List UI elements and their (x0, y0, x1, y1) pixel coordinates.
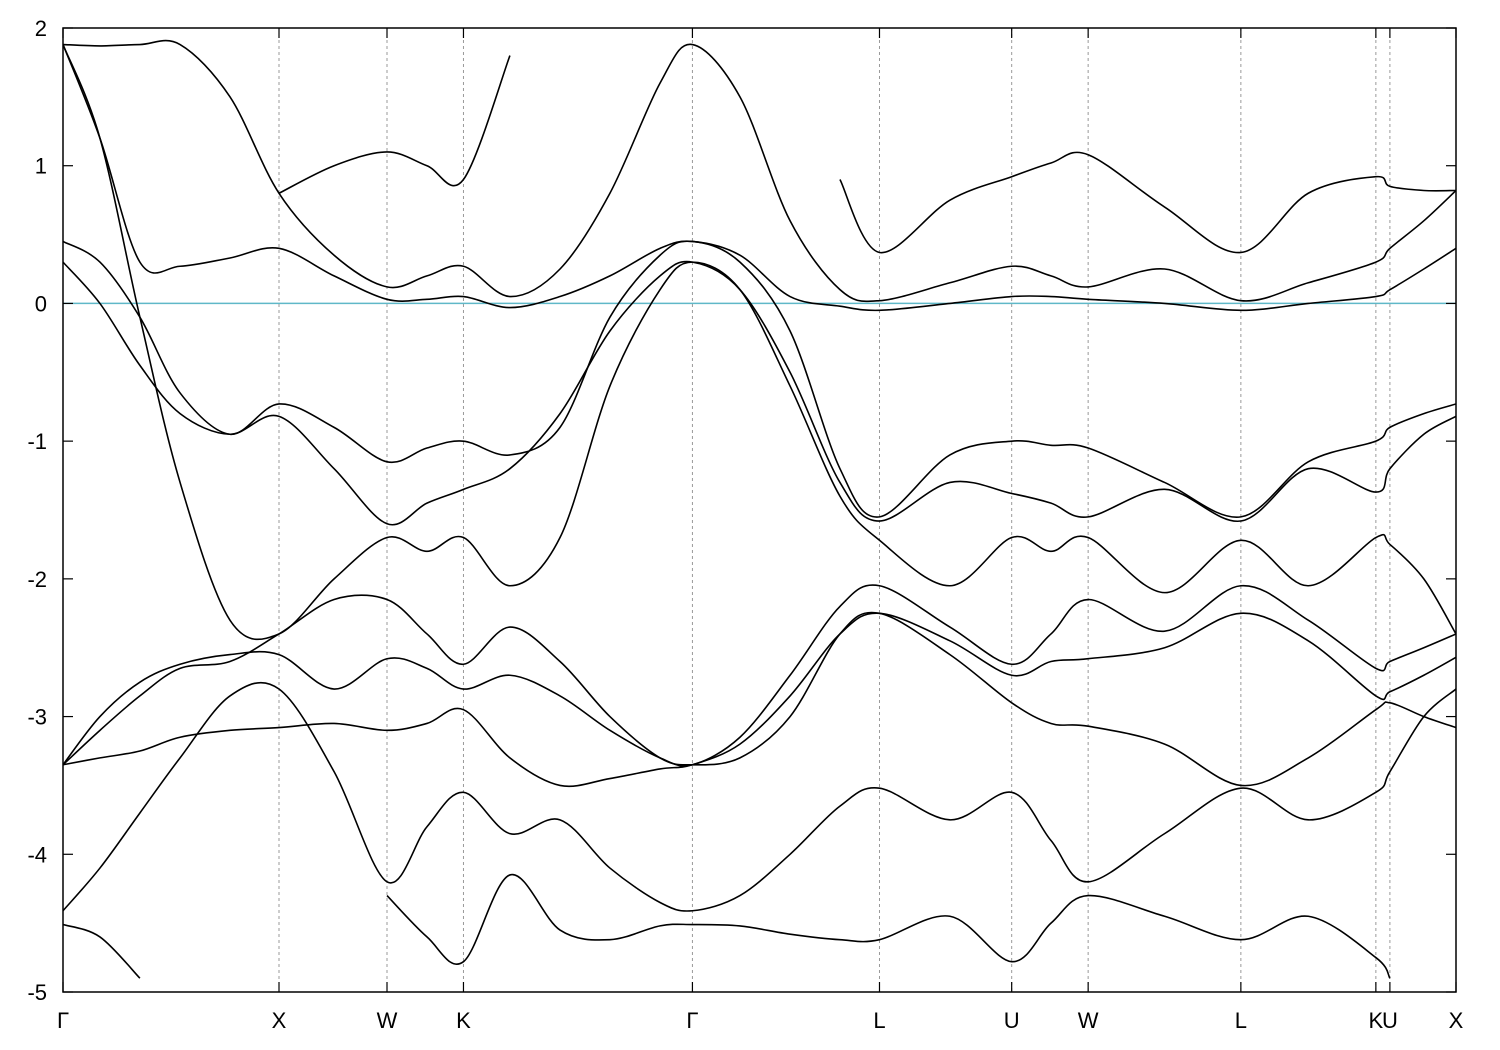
x-tick-label: W (377, 1008, 398, 1033)
x-tick-label: W (1078, 1008, 1099, 1033)
y-tick-label: -2 (27, 567, 47, 592)
band-line (63, 874, 1391, 979)
plot-frame (62, 27, 1457, 993)
x-tick-label: U (1004, 1008, 1020, 1033)
band-line (63, 39, 1456, 303)
y-tick-label: -5 (27, 980, 47, 1005)
y-tick-label: -4 (27, 842, 47, 867)
band-line (63, 44, 1456, 641)
x-tick-label: Γ (57, 1008, 69, 1033)
y-tick-label: 1 (35, 154, 47, 179)
y-tick-label: 2 (35, 16, 47, 41)
x-tick-label: U (1382, 1008, 1398, 1033)
x-tick-label: L (873, 1008, 885, 1033)
band-line (63, 584, 1456, 767)
band-line (63, 681, 1456, 912)
band-line (63, 260, 1456, 526)
y-tick-label: -3 (27, 705, 47, 730)
band-line (278, 55, 1456, 254)
x-tick-label: L (1235, 1008, 1247, 1033)
x-tick-label: K (456, 1008, 471, 1033)
x-tick-label: Γ (686, 1008, 698, 1033)
bands (63, 39, 1456, 979)
band-line (63, 240, 1456, 518)
x-tick-label: X (272, 1008, 287, 1033)
grid (62, 28, 1457, 992)
band-line (63, 44, 1456, 312)
band-line (63, 612, 1456, 788)
y-tick-label: -1 (27, 429, 47, 454)
band-line (63, 594, 1456, 787)
y-tick-label: 0 (35, 291, 47, 316)
x-tick-label: K (1369, 1008, 1384, 1033)
x-tick-label: X (1449, 1008, 1464, 1033)
